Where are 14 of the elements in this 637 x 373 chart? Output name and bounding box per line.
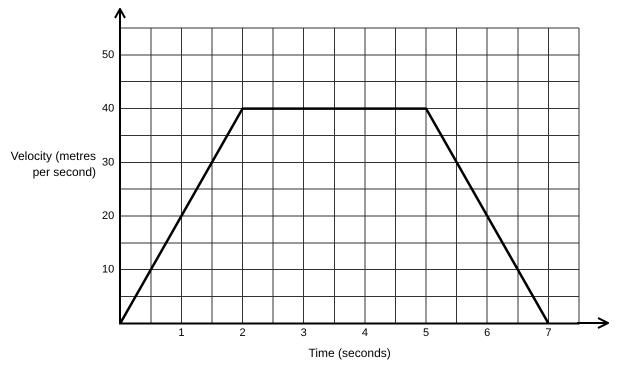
- y-axis-title: Velocity (metres per second): [10, 148, 96, 180]
- x-tick-label: 6: [484, 327, 490, 340]
- x-tick-label: 4: [362, 327, 368, 340]
- x-tick-label: 3: [300, 327, 307, 340]
- x-tick-label: 7: [545, 327, 552, 340]
- y-tick-label: 10: [102, 264, 114, 276]
- x-axis-title: Time (seconds): [308, 346, 391, 360]
- x-tick-label: 2: [240, 327, 246, 340]
- y-tick-label: 20: [102, 210, 114, 222]
- y-tick-label: 50: [102, 48, 114, 61]
- x-tick-label: 5: [423, 327, 430, 340]
- y-tick-label: 40: [102, 102, 114, 115]
- y-tick-label: 30: [102, 156, 114, 168]
- x-tick-label: 1: [178, 327, 184, 340]
